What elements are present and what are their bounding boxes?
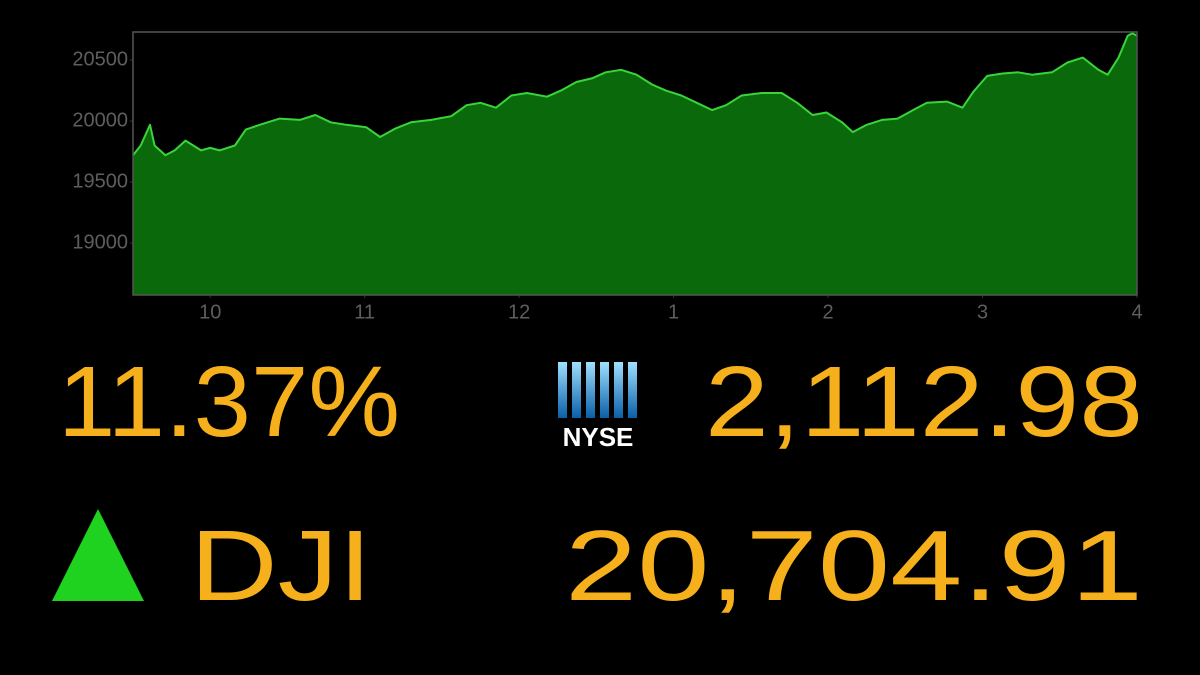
x-tick-label: 10 [199, 301, 221, 323]
y-tick-label: 20500 [72, 48, 128, 70]
x-tick-label: 1 [668, 301, 679, 323]
price-line [132, 32, 1138, 157]
x-tick-label: 12 [508, 301, 530, 323]
plot-frame [132, 31, 1138, 296]
y-tick-label: 19000 [72, 231, 128, 253]
y-tick-label: 19500 [72, 170, 128, 192]
exchange-value: 2,112.98 [705, 346, 1143, 458]
nyse-logo: NYSE [558, 362, 637, 452]
x-tick-label: 11 [354, 301, 375, 323]
x-tick-label: 3 [977, 301, 988, 323]
up-arrow [52, 509, 144, 601]
y-tick-label: 20000 [72, 109, 128, 131]
index-value: 20,704.91 [565, 510, 1143, 622]
exchange-name: NYSE [563, 422, 634, 452]
x-tick-label: 4 [1131, 301, 1142, 323]
percent-change: 11.37% [58, 346, 400, 458]
symbol: DJI [190, 510, 372, 622]
area-fill [133, 33, 1137, 295]
x-tick-label: 2 [823, 301, 834, 323]
